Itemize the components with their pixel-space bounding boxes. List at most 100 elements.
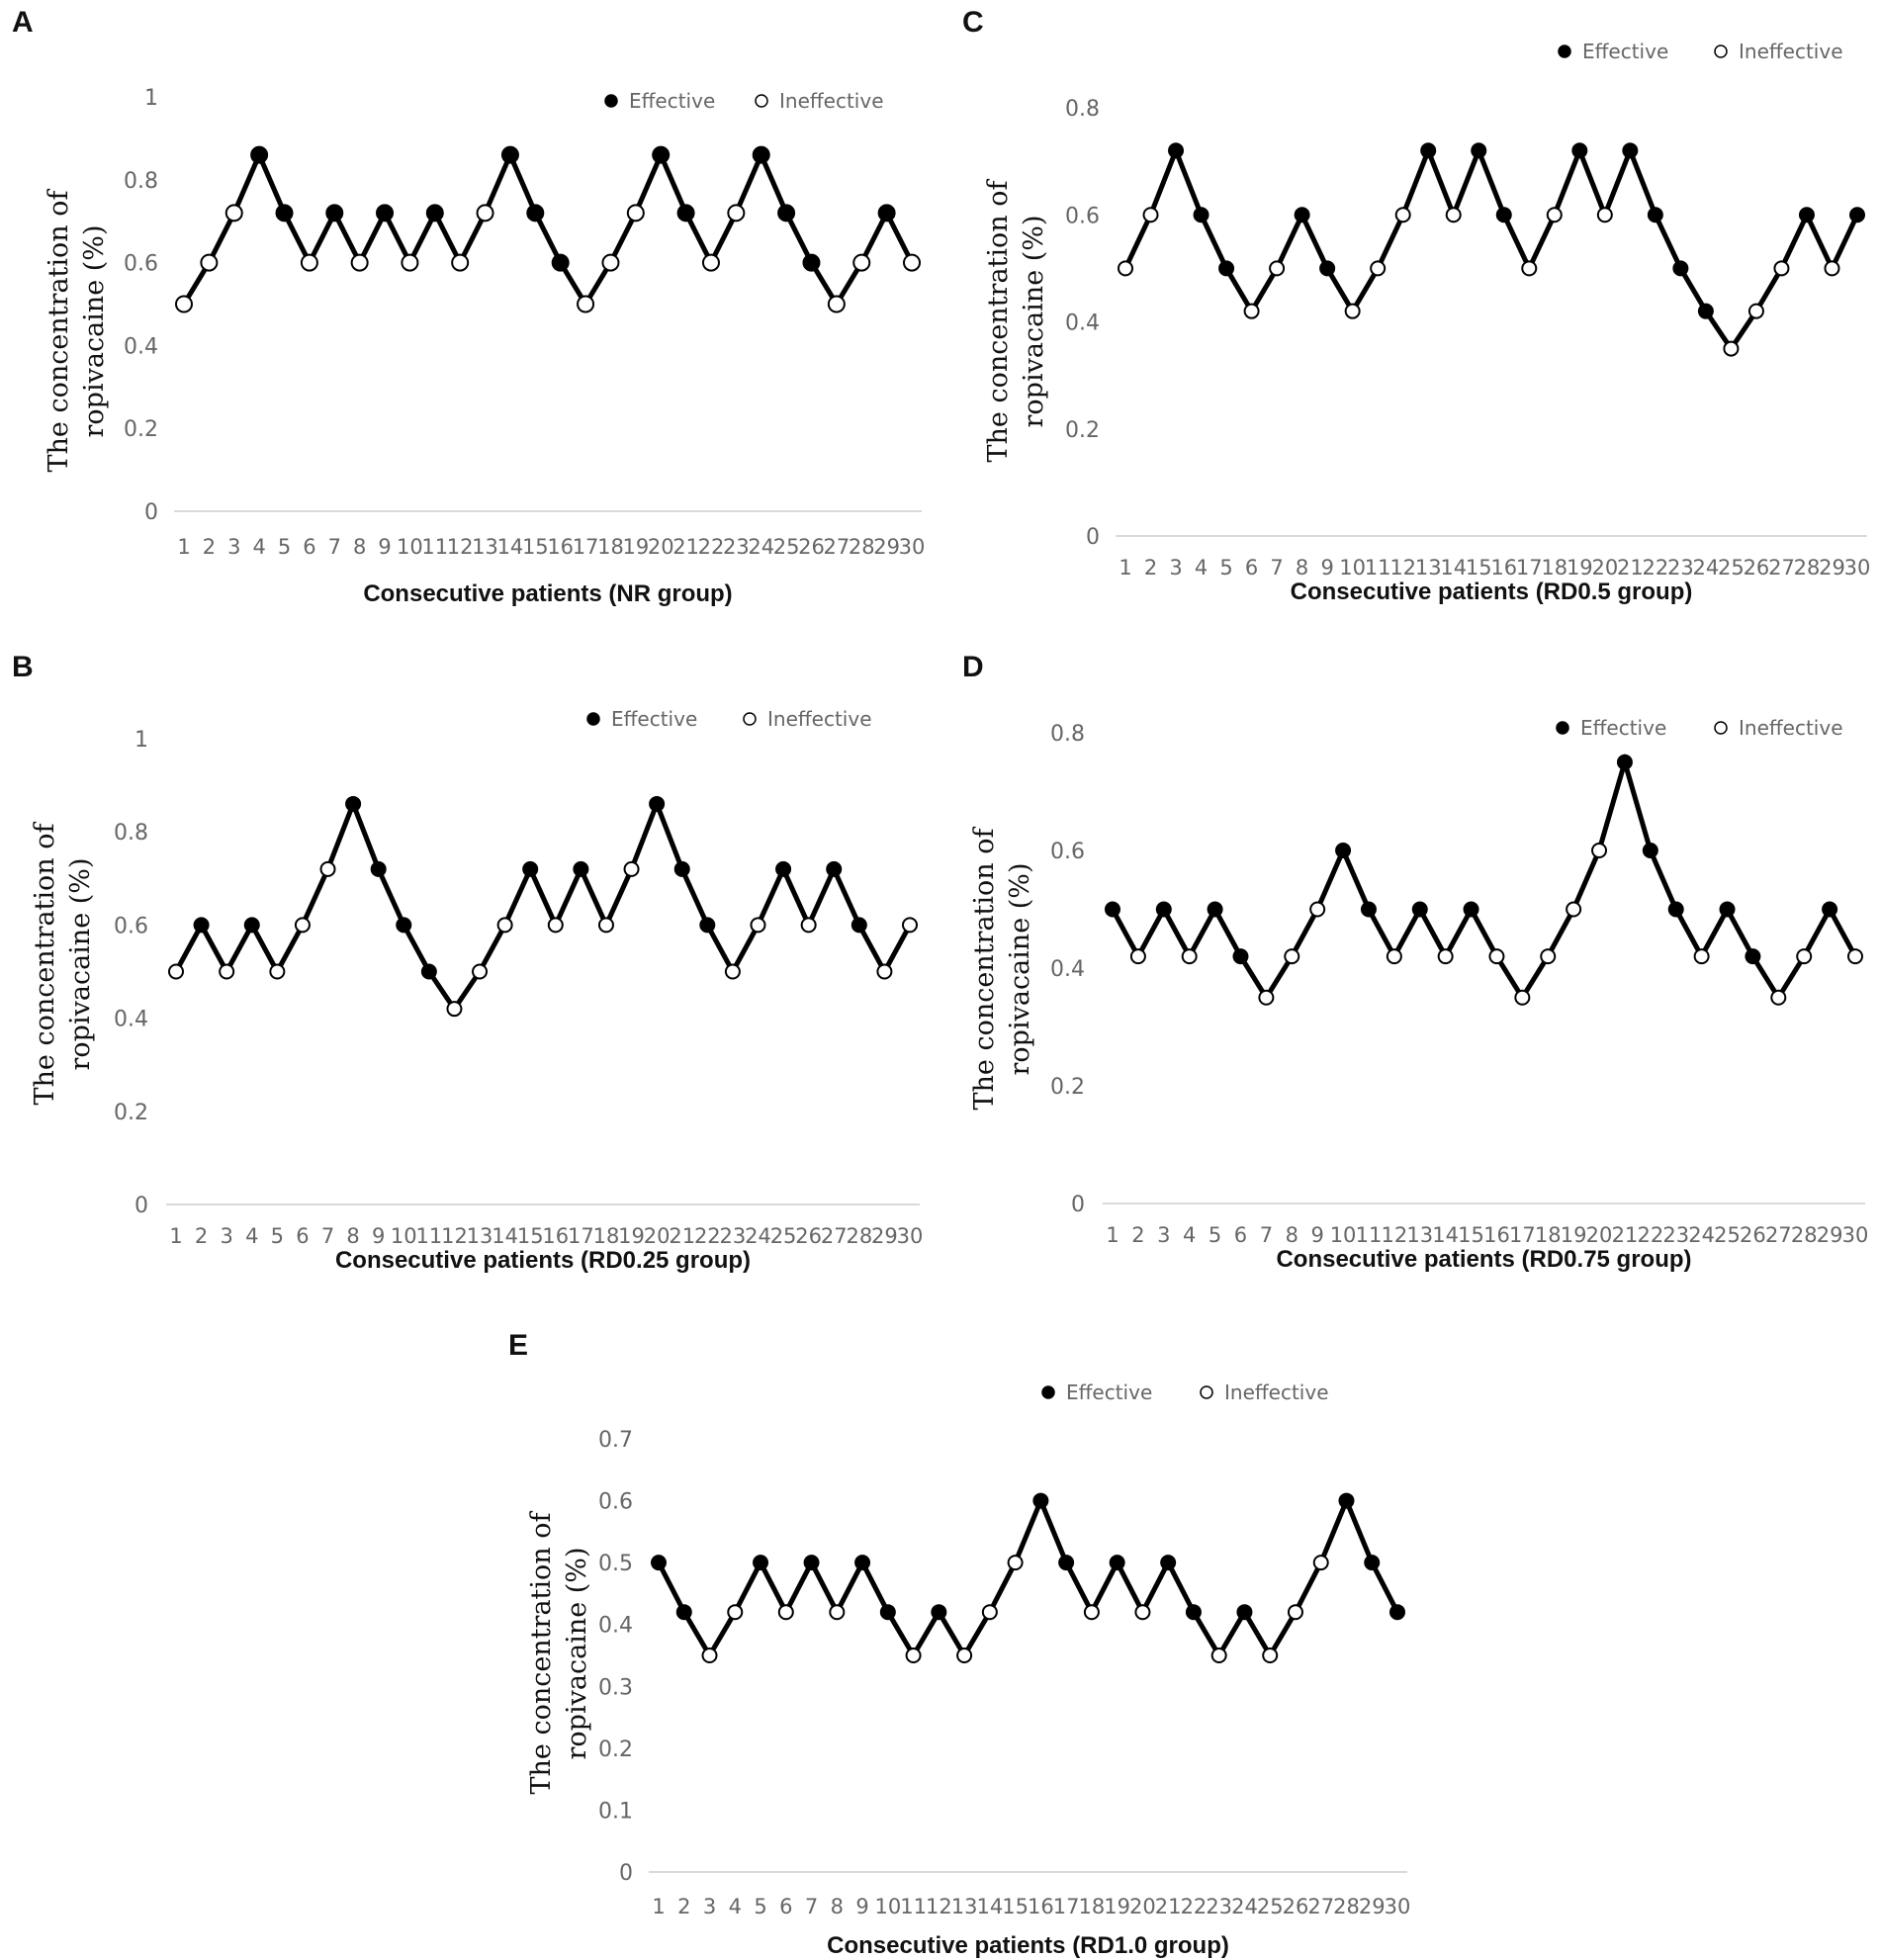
- ineffective-point: [903, 253, 921, 272]
- legend-ineffective-label: Ineffective: [779, 89, 884, 113]
- x-tick-label: 26: [798, 535, 825, 559]
- x-tick-label: 8: [831, 1895, 844, 1918]
- x-tick-label: 6: [296, 1224, 309, 1248]
- effective-point: [1822, 901, 1838, 918]
- effective-point: [777, 204, 796, 223]
- x-tick-label: 14: [497, 535, 524, 559]
- x-axis-label: Consecutive patients (RD0.75 group): [1276, 1246, 1691, 1273]
- x-tick-label: 3: [220, 1224, 232, 1248]
- ineffective-point: [224, 204, 243, 223]
- ineffective-point: [1312, 1555, 1329, 1571]
- ineffective-point: [350, 253, 369, 272]
- y-tick-label: 1: [134, 728, 148, 753]
- y-tick-label: 0.8: [1050, 722, 1085, 747]
- x-tick-label: 21: [672, 535, 699, 559]
- x-tick-label: 7: [328, 535, 341, 559]
- ineffective-point: [623, 860, 640, 877]
- effective-point: [652, 145, 671, 164]
- x-tick-label: 9: [378, 535, 391, 559]
- effective-point: [1185, 1604, 1202, 1621]
- x-tick-label: 22: [698, 535, 725, 559]
- x-tick-label: 29: [1359, 1895, 1386, 1918]
- effective-point: [1622, 142, 1639, 159]
- x-tick-label: 13: [472, 535, 498, 559]
- ineffective-point: [1370, 260, 1387, 277]
- y-axis-label: The concentration of ropivacaine (%): [44, 188, 110, 472]
- legend-ineffective-marker: [1714, 721, 1728, 735]
- y-axis-label-line: ropivacaine (%): [562, 1548, 592, 1760]
- x-tick-label: 30: [899, 535, 926, 559]
- x-tick-label: 6: [779, 1895, 792, 1918]
- effective-point: [850, 917, 867, 934]
- y-axis-label: The concentration of ropivacaine (%): [526, 1510, 592, 1794]
- legend-effective-label: Effective: [1066, 1381, 1152, 1404]
- x-tick-label: 6: [1245, 556, 1258, 579]
- ineffective-point: [1181, 948, 1198, 965]
- x-tick-label: 10: [391, 1224, 417, 1248]
- effective-point: [193, 917, 210, 934]
- ineffective-point: [1591, 843, 1608, 858]
- effective-point: [1338, 1492, 1355, 1509]
- ineffective-point: [200, 253, 219, 272]
- x-tick-label: 19: [622, 535, 649, 559]
- y-tick-label: 0.2: [598, 1737, 633, 1762]
- x-tick-label: 26: [795, 1224, 822, 1248]
- legend-effective-marker: [1041, 1385, 1055, 1399]
- x-axis-label: Consecutive patients (RD1.0 group): [827, 1932, 1229, 1959]
- effective-point: [325, 204, 344, 223]
- x-tick-label: 26: [1283, 1895, 1309, 1918]
- ineffective-point: [724, 963, 741, 980]
- y-tick-label: 0.5: [598, 1552, 633, 1576]
- x-tick-label: 22: [694, 1224, 721, 1248]
- x-tick-label: 9: [1320, 556, 1333, 579]
- effective-point: [250, 145, 269, 164]
- x-tick-label: 11: [900, 1895, 927, 1918]
- ineffective-point: [1007, 1555, 1024, 1571]
- series-line: [656, 1494, 1400, 1660]
- legend-ineffective-marker: [743, 712, 757, 726]
- x-tick-label: 5: [278, 535, 291, 559]
- x-tick-label: 20: [1586, 1223, 1613, 1247]
- ineffective-point: [1437, 948, 1454, 965]
- ineffective-point: [876, 963, 893, 980]
- effective-point: [879, 1604, 896, 1621]
- x-tick-label: 13: [1406, 1223, 1433, 1247]
- ineffective-point: [1394, 207, 1411, 223]
- ineffective-point: [981, 1604, 998, 1621]
- ineffective-point: [319, 860, 336, 877]
- x-tick-label: 10: [1330, 1223, 1357, 1247]
- ineffective-point: [956, 1648, 973, 1663]
- effective-point: [1218, 260, 1235, 277]
- x-tick-label: 10: [1339, 556, 1366, 579]
- x-tick-label: 16: [1490, 556, 1517, 579]
- x-tick-label: 30: [1844, 556, 1871, 579]
- effective-point: [370, 860, 387, 877]
- ineffective-point: [1546, 207, 1563, 223]
- y-tick-label: 0.6: [1065, 204, 1100, 228]
- series-line: [181, 148, 915, 310]
- x-tick-label: 19: [1104, 1895, 1130, 1918]
- ineffective-point: [727, 204, 746, 223]
- y-tick-label: 0.2: [1065, 418, 1100, 443]
- ineffective-point: [1488, 948, 1505, 965]
- x-tick-label: 24: [1693, 556, 1720, 579]
- x-tick-label: 18: [597, 535, 624, 559]
- y-tick-label: 0.4: [114, 1008, 148, 1032]
- x-tick-label: 1: [169, 1224, 182, 1248]
- ineffective-point: [219, 963, 235, 980]
- x-tick-label: 29: [873, 535, 900, 559]
- effective-point: [1471, 142, 1487, 159]
- x-tick-label: 14: [976, 1895, 1003, 1918]
- x-tick-label: 20: [1591, 556, 1618, 579]
- x-tick-label: 28: [846, 1224, 872, 1248]
- x-tick-label: 27: [1307, 1895, 1334, 1918]
- y-axis-label-line: The concentration of: [44, 188, 74, 472]
- x-tick-label: 16: [1483, 1223, 1510, 1247]
- legend-effective-marker: [586, 712, 600, 726]
- chart-panel-a: A00.20.40.60.811 2 3 4 5 6 7 8 9 1011121314151617…: [12, 6, 925, 607]
- ineffective-point: [1723, 340, 1740, 357]
- x-tick-label: 21: [1612, 1223, 1639, 1247]
- ineffective-point: [777, 1604, 794, 1621]
- chart-panel-d: D00.20.40.60.81 2 3 4 5 6 7 8 9 10 11 12 13 14 15 16 17 1…: [962, 651, 1868, 1273]
- legend-ineffective-marker: [755, 94, 768, 108]
